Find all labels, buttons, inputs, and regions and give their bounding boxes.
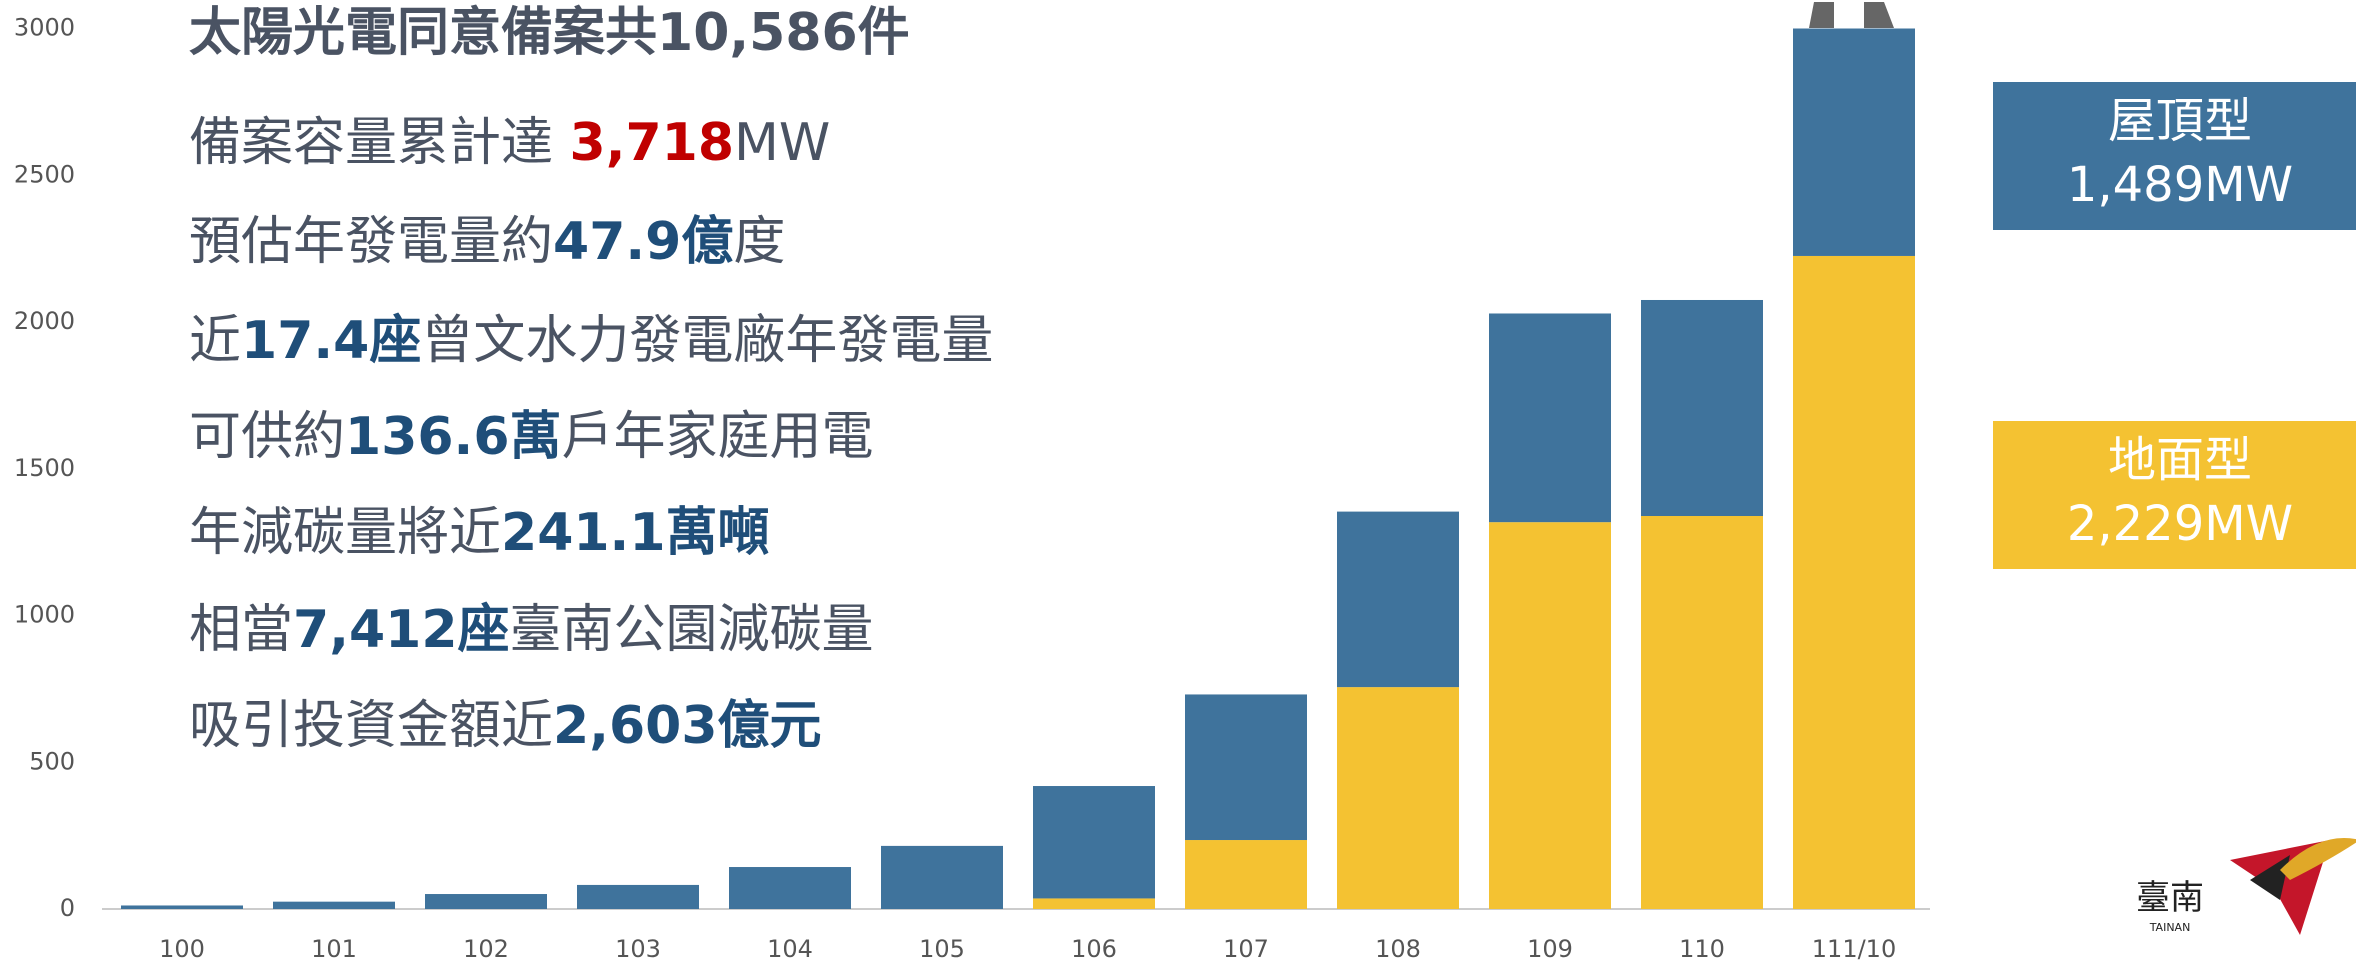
info-segment: 戶年家庭用電 — [562, 407, 874, 467]
info-line: 備案容量累計達 3,718MW — [189, 113, 830, 173]
x-tick-label: 110 — [1679, 935, 1725, 963]
y-tick-label: 2000 — [14, 307, 75, 335]
bar-segment — [1033, 898, 1155, 909]
x-tick-label: 103 — [615, 935, 661, 963]
chart: 臺南 TAINAN 0 500 1000 1500 2000 2500 3000 100 101… — [0, 0, 2356, 966]
legend-total: 1,489MW — [2067, 157, 2293, 213]
info-segment: 17.4座 — [241, 311, 421, 371]
bar-segment — [577, 885, 699, 909]
info-segment: 2,603億元 — [553, 696, 821, 756]
x-tick-label: 100 — [159, 935, 205, 963]
info-segment: 136.6萬 — [345, 407, 561, 467]
figure — [1809, 2, 1894, 28]
bar-segment — [729, 867, 851, 909]
y-tick-label: 1000 — [14, 601, 75, 629]
info-segment: 臺南公園減碳量 — [510, 600, 874, 660]
x-tick-label: 105 — [919, 935, 965, 963]
bar-segment — [1033, 786, 1155, 898]
info-segment: 241.1萬噸 — [501, 503, 769, 563]
info-segment: 預估年發電量約 — [189, 212, 553, 272]
info-line: 吸引投資金額近2,603億元 — [189, 696, 822, 756]
bar-segment — [1185, 694, 1307, 840]
info-line: 可供約136.6萬戶年家庭用電 — [189, 407, 874, 467]
logo-subtext: TAINAN — [2149, 921, 2191, 934]
x-tick-label: 102 — [463, 935, 509, 963]
bar-segment — [1489, 522, 1611, 909]
info-segment: 可供約 — [189, 407, 345, 467]
legend-label: 地面型 — [2108, 432, 2252, 488]
info-segment: 備案容量累計達 — [189, 113, 570, 173]
info-segment: 7,412座 — [293, 600, 509, 660]
bar-segment — [1337, 512, 1459, 688]
legend-total: 2,229MW — [2067, 496, 2293, 552]
x-tick-label: 109 — [1527, 935, 1573, 963]
bar-segment — [1337, 687, 1459, 909]
bar-segment — [1793, 256, 1915, 909]
x-tick-label: 107 — [1223, 935, 1269, 963]
info-line: 相當7,412座臺南公園減碳量 — [189, 600, 874, 660]
info-segment: 曾文水力發電廠年發電量 — [421, 311, 993, 371]
info-segment: 太陽光電同意備案共 — [189, 3, 657, 63]
info-line: 預估年發電量約47.9億度 — [189, 212, 785, 272]
bar-segment — [1641, 516, 1763, 909]
info-segment: 相當 — [189, 600, 293, 660]
info-segment: 47.9億 — [553, 212, 733, 272]
bar-segment — [881, 846, 1003, 909]
info-line: 年減碳量將近241.1萬噸 — [189, 503, 770, 563]
x-tick-label: 108 — [1375, 935, 1421, 963]
bar-segment — [1489, 313, 1611, 522]
info-segment: 年減碳量將近 — [189, 503, 501, 563]
x-tick-label: 104 — [767, 935, 813, 963]
logo: 臺南 TAINAN — [2136, 838, 2356, 935]
bar-segment — [1185, 840, 1307, 909]
info-line: 近17.4座曾文水力發電廠年發電量 — [189, 311, 993, 371]
bar-segment — [425, 894, 547, 909]
bar-segment — [1793, 29, 1915, 256]
y-tick-label: 1500 — [14, 454, 75, 482]
legend-label: 屋頂型 — [2108, 93, 2252, 149]
bar-segment — [1641, 300, 1763, 516]
bar-segment — [121, 905, 243, 909]
y-tick-label: 2500 — [14, 160, 75, 188]
x-tick-label: 106 — [1071, 935, 1117, 963]
info-segment: 10,586件 — [657, 3, 910, 63]
bar-segment — [273, 902, 395, 909]
y-tick-label: 3000 — [14, 14, 75, 42]
y-tick-label: 500 — [29, 747, 75, 775]
info-segment: 3,718 — [570, 113, 734, 173]
info-segment: 近 — [189, 311, 241, 371]
info-segment: 吸引投資金額近 — [189, 696, 553, 756]
x-tick-label: 101 — [311, 935, 357, 963]
y-tick-label: 0 — [60, 894, 75, 922]
info-segment: 度 — [733, 212, 785, 272]
logo-text: 臺南 — [2136, 878, 2204, 918]
x-tick-label: 111/10 — [1812, 935, 1896, 963]
info-line: 太陽光電同意備案共10,586件 — [189, 3, 910, 63]
info-segment: MW — [734, 113, 830, 173]
